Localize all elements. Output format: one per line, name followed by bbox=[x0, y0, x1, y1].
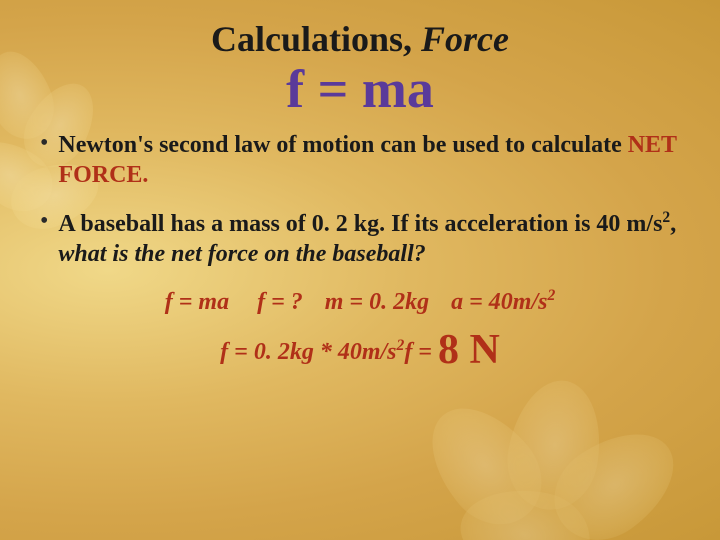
bullet-2-question: what is the net force on the baseball? bbox=[58, 241, 425, 267]
work2-calc: f = 0. 2kg * 40m/s bbox=[220, 339, 396, 365]
final-answer: 8 N bbox=[438, 327, 500, 373]
bullet-2-text: A baseball has a mass of 0. 2 kg. If its… bbox=[58, 208, 680, 269]
work2-equals: f = bbox=[404, 339, 438, 365]
work-line-1: f = ma f = ? m = 0. 2kg a = 40m/s2 bbox=[40, 287, 680, 316]
work1-mass: m = 0. 2kg bbox=[325, 289, 429, 315]
bullet-2: • A baseball has a mass of 0. 2 kg. If i… bbox=[40, 208, 680, 269]
bullet-dot-icon: • bbox=[40, 208, 48, 234]
work-line-2: f = 0. 2kg * 40m/s2f = 8 N bbox=[40, 326, 680, 374]
bullet-2-part-a: A baseball has a mass of 0. 2 kg. If its… bbox=[58, 211, 662, 237]
slide-content: Calculations, Force f = ma • Newton's se… bbox=[0, 0, 720, 540]
bullet-1-part-a: Newton's second law of motion can be use… bbox=[58, 132, 627, 158]
slide-title: Calculations, Force bbox=[40, 18, 680, 60]
main-formula: f = ma bbox=[40, 62, 680, 116]
title-text: Calculations, bbox=[211, 19, 421, 59]
bullet-2-comma: , bbox=[670, 211, 676, 237]
bullet-dot-icon: • bbox=[40, 130, 48, 156]
bullet-1: • Newton's second law of motion can be u… bbox=[40, 130, 680, 190]
work1-accel-sup: 2 bbox=[547, 287, 555, 304]
work1-accel: a = 40m/s bbox=[451, 289, 547, 315]
work1-formula: f = ma bbox=[165, 289, 229, 315]
bullet-1-text: Newton's second law of motion can be use… bbox=[58, 130, 680, 190]
title-italic: Force bbox=[421, 19, 509, 59]
work1-unknown: f = ? bbox=[257, 289, 303, 315]
